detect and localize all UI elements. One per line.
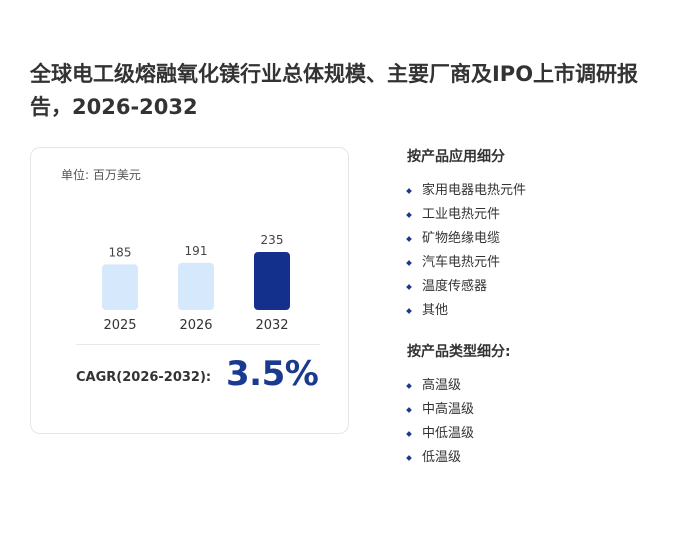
type-item-label: 中低温级	[422, 426, 475, 441]
cagr-value: 3.5%	[226, 354, 319, 394]
bar-2032	[254, 252, 290, 310]
application-item: 矿物绝缘电缆	[406, 227, 667, 251]
type-item-label: 高温级	[422, 378, 462, 393]
application-item-label: 工业电热元件	[422, 207, 501, 222]
application-item-label: 矿物绝缘电缆	[422, 231, 501, 246]
application-segment: 按产品应用细分 家用电器电热元件 工业电热元件 矿物绝缘电缆 汽车电热元件 温度传感器其…	[406, 147, 667, 323]
application-item-label: 其他	[422, 303, 449, 318]
application-item-label: 汽车电热元件	[422, 255, 501, 270]
application-segment-heading: 按产品应用细分	[407, 149, 505, 165]
type-segment-heading: 按产品类型细分:	[407, 344, 511, 360]
application-item: 其他	[406, 299, 667, 323]
page-title: 全球电工级熔融氧化镁行业总体规模、主要厂商及IPO上市调研报告，2026-203…	[30, 62, 639, 119]
application-item-label: 温度传感器	[422, 279, 488, 294]
type-item: 中低温级	[406, 422, 667, 446]
application-item-label: 家用电器电热元件	[422, 183, 527, 198]
application-item: 温度传感器	[406, 275, 667, 299]
type-item: 高温级	[406, 374, 667, 398]
bullet-icon	[406, 212, 412, 218]
bullet-icon	[406, 407, 412, 413]
bullet-icon	[406, 284, 412, 290]
type-item: 低温级	[406, 446, 667, 470]
application-item: 汽车电热元件	[406, 251, 667, 275]
type-list: 高温级中高温级中低温级低温级	[406, 374, 667, 470]
category-label: 2025	[103, 318, 136, 333]
application-list: 家用电器电热元件 工业电热元件 矿物绝缘电缆 汽车电热元件 温度传感器其他	[406, 179, 667, 323]
bullet-icon	[406, 455, 412, 461]
type-item: 中高温级	[406, 398, 667, 422]
bar-value-label: 185	[109, 245, 132, 259]
type-segment: 按产品类型细分: 高温级中高温级中低温级低温级	[406, 342, 667, 470]
application-item: 家用电器电热元件	[406, 179, 667, 203]
bullet-icon	[406, 383, 412, 389]
bullet-icon	[406, 188, 412, 194]
bullet-icon	[406, 260, 412, 266]
bar-value-label: 235	[261, 233, 284, 247]
bar-value-label: 191	[185, 244, 208, 258]
type-item-label: 中高温级	[422, 402, 475, 417]
unit-label: 单位: 百万美元	[61, 168, 141, 182]
bar-2026	[178, 262, 214, 310]
type-item-label: 低温级	[422, 450, 462, 465]
application-item: 工业电热元件	[406, 203, 667, 227]
category-label: 2032	[255, 318, 288, 333]
market-size-card: 单位: 百万美元 185 2025 191 2026 235 2032 CAGR(2026…	[30, 147, 349, 434]
market-size-bar-chart: 185 2025 191 2026 235 2032	[102, 233, 290, 333]
bar-2025	[102, 264, 138, 310]
card-divider	[76, 344, 320, 345]
bullet-icon	[406, 236, 412, 242]
bullet-icon	[406, 431, 412, 437]
cagr-label: CAGR(2026-2032):	[76, 370, 212, 385]
category-label: 2026	[179, 318, 212, 333]
bullet-icon	[406, 308, 412, 314]
